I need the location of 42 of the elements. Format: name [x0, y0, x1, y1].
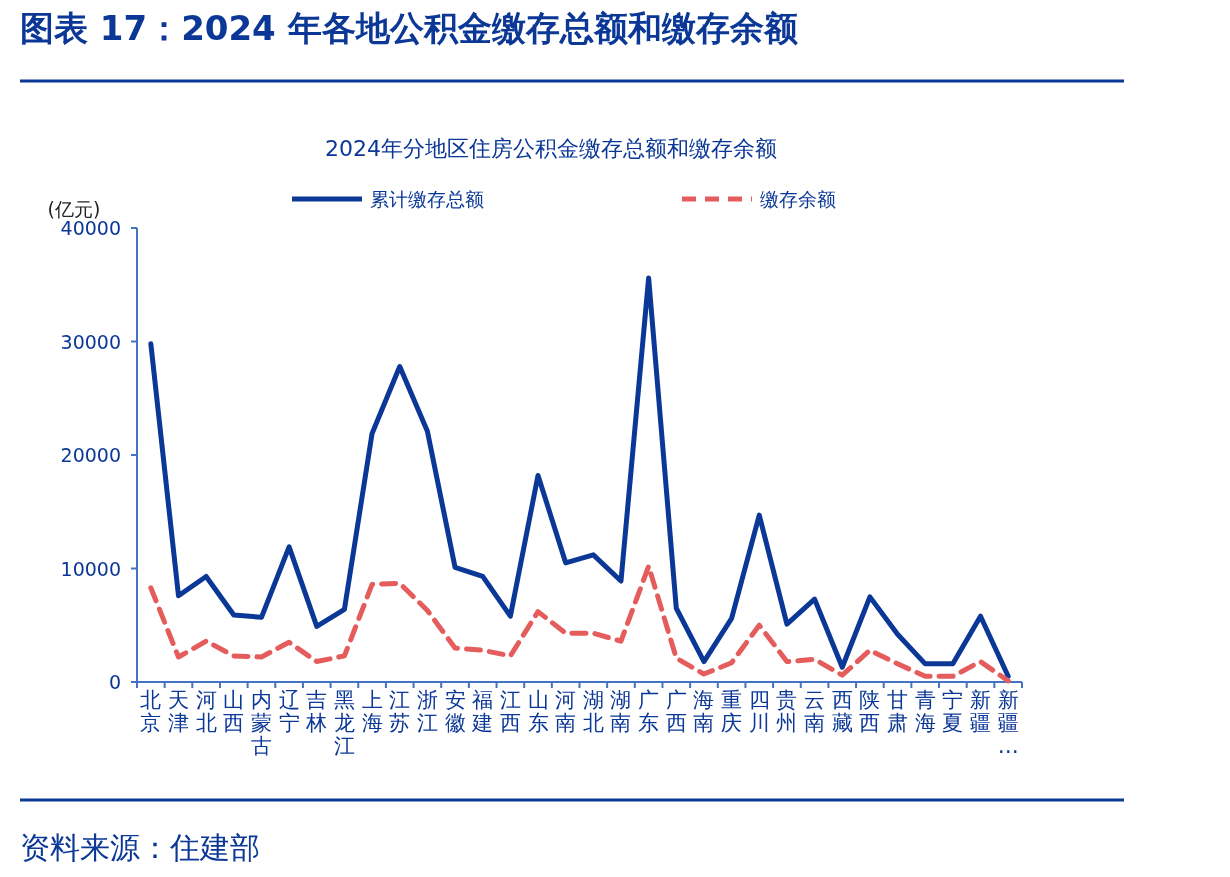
x-tick-label: 贵州 [776, 688, 798, 735]
x-tick-label: 重庆 [721, 688, 743, 735]
x-tick-label: 河北 [195, 688, 217, 735]
x-tick-label: 甘肃 [887, 688, 909, 735]
y-tick-label: 0 [108, 671, 121, 693]
x-tick-label: 天津 [167, 688, 189, 735]
chart-subtitle: 2024年分地区住房公积金缴存总额和缴存余额 [325, 136, 777, 161]
y-tick-label: 20000 [60, 444, 121, 466]
x-tick-label: 西藏 [831, 688, 853, 735]
x-tick-label: 辽宁 [278, 688, 300, 735]
x-tick-label: 江苏 [389, 688, 411, 735]
x-tick-label: 安徽 [444, 688, 466, 735]
x-tick-label: 新疆… [997, 688, 1019, 758]
x-tick-label: 广东 [638, 688, 660, 735]
x-tick-label: 黑龙江 [333, 688, 355, 758]
x-tick-label: 新疆 [970, 688, 992, 735]
chart-title: 图表 17：2024 年各地公积金缴存总额和缴存余额 [20, 8, 798, 48]
x-tick-label: 陕西 [859, 688, 881, 735]
legend-label: 累计缴存总额 [370, 188, 484, 210]
x-tick-label: 山东 [527, 688, 549, 735]
y-tick-label: 30000 [60, 330, 121, 353]
x-tick-label: 湖南 [610, 688, 632, 735]
x-tick-label: 青海 [914, 688, 936, 735]
x-tick-label: 上海 [361, 688, 383, 735]
x-tick-label: 内蒙古 [250, 688, 272, 758]
x-tick-label: 湖北 [582, 688, 604, 735]
x-tick-label: 海南 [693, 688, 715, 735]
x-tick-label: 广西 [665, 688, 687, 735]
x-tick-label: 福建 [471, 688, 494, 735]
x-tick-label: 江西 [499, 688, 521, 735]
x-tick-label: 山西 [223, 688, 245, 735]
x-tick-label: 河南 [555, 688, 577, 735]
y-tick-label: 10000 [60, 557, 121, 580]
y-axis-title: (亿元) [47, 198, 101, 220]
x-tick-label: 浙江 [416, 688, 438, 735]
x-tick-label: 四川 [748, 688, 770, 735]
legend-label: 缴存余额 [760, 188, 836, 210]
text: 资料来源：住建部 [20, 830, 260, 865]
x-tick-label: 北京 [140, 688, 162, 735]
x-tick-label: 宁夏 [942, 688, 964, 735]
x-tick-label: 吉林 [305, 688, 328, 735]
x-tick-label: 云南 [804, 688, 826, 735]
